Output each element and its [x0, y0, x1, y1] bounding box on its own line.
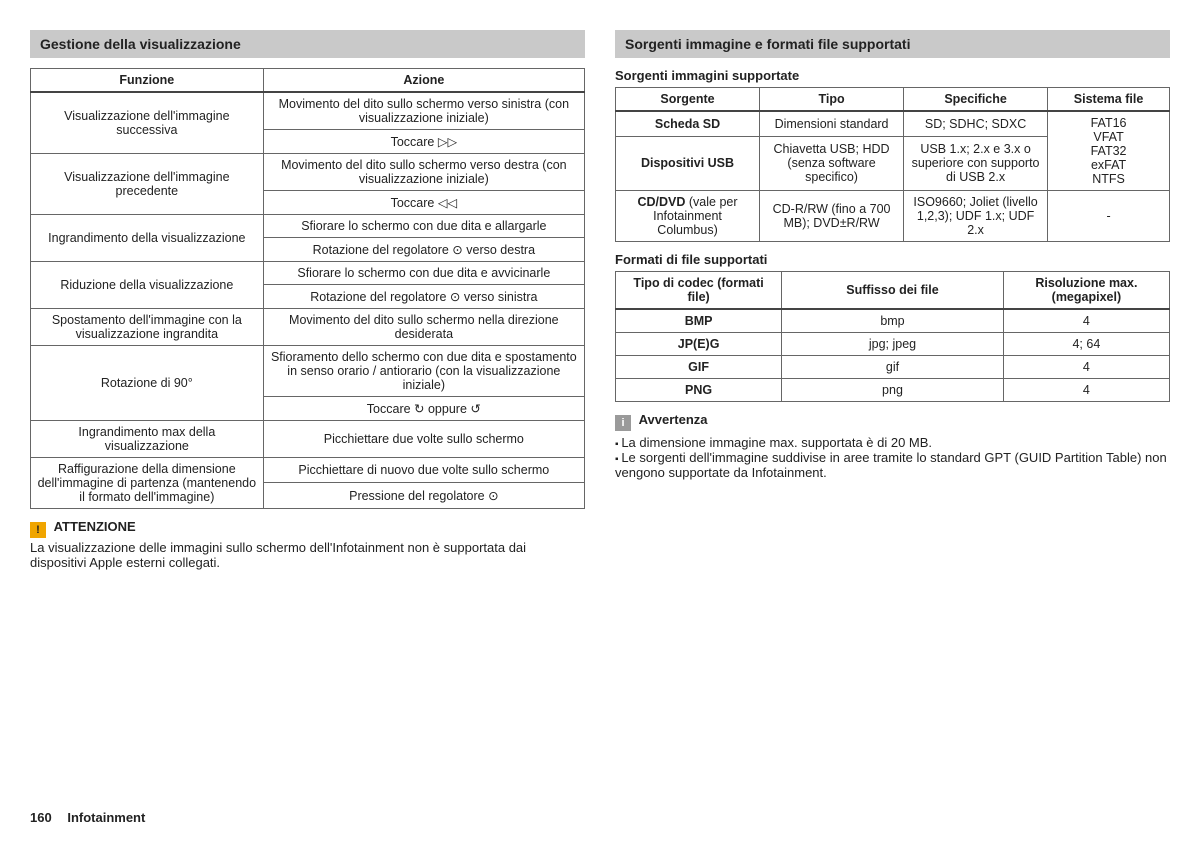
func-cell: Riduzione della visualizzazione: [31, 262, 264, 309]
suffix-cell: jpg; jpeg: [782, 333, 1004, 356]
table-row: Scheda SDDimensioni standardSD; SDHC; SD…: [616, 111, 1170, 136]
action-cell: Toccare ◁◁: [263, 191, 584, 215]
attention-title: ATTENZIONE: [54, 519, 136, 534]
col-specifiche: Specifiche: [904, 88, 1048, 112]
col-sistemafile: Sistema file: [1048, 88, 1170, 112]
table-row: BMPbmp4: [616, 309, 1170, 333]
tipo-cell: Chiavetta USB; HDD (senza software speci…: [760, 136, 904, 190]
col-suffix: Suffisso dei file: [782, 272, 1004, 310]
table-row: CD/DVD (vale per Infotainment Columbus)C…: [616, 191, 1170, 242]
col-codec: Tipo di codec (formati file): [616, 272, 782, 310]
action-cell: Sfiorare lo schermo con due dita e avvic…: [263, 262, 584, 285]
table-row: PNGpng4: [616, 379, 1170, 402]
sorgente-cell: Dispositivi USB: [616, 136, 760, 190]
codec-cell: BMP: [616, 309, 782, 333]
sorgente-cell: CD/DVD (vale per Infotainment Columbus): [616, 191, 760, 242]
table-row: Ingrandimento della visualizzazioneSfior…: [31, 215, 585, 238]
table-row: Visualizzazione dell'immagine precedente…: [31, 154, 585, 191]
formats-table: Tipo di codec (formati file) Suffisso de…: [615, 271, 1170, 402]
table-row: JP(E)Gjpg; jpeg4; 64: [616, 333, 1170, 356]
sorgente-cell: Scheda SD: [616, 111, 760, 136]
action-cell: Toccare ↻ oppure ↺: [263, 397, 584, 421]
action-cell: Sfioramento dello schermo con due dita e…: [263, 346, 584, 397]
right-column: Sorgenti immagine e formati file support…: [615, 30, 1170, 570]
formats-subheading: Formati di file supportati: [615, 252, 1170, 267]
bullet-item: Le sorgenti dell'immagine suddivise in a…: [615, 450, 1170, 480]
table-row: Rotazione di 90°Sfioramento dello scherm…: [31, 346, 585, 397]
right-section-header: Sorgenti immagine e formati file support…: [615, 30, 1170, 58]
table-row: Riduzione della visualizzazioneSfiorare …: [31, 262, 585, 285]
table-row: Visualizzazione dell'immagine successiva…: [31, 92, 585, 130]
col-tipo: Tipo: [760, 88, 904, 112]
attention-block: ! ATTENZIONE La visualizzazione delle im…: [30, 519, 585, 570]
bullet-item: La dimensione immagine max. supportata è…: [615, 435, 1170, 450]
func-cell: Visualizzazione dell'immagine precedente: [31, 154, 264, 215]
func-cell: Ingrandimento max della visualizzazione: [31, 421, 264, 458]
warning-icon: !: [30, 522, 46, 538]
codec-cell: PNG: [616, 379, 782, 402]
func-cell: Raffigurazione della dimensione dell'imm…: [31, 458, 264, 509]
col-funzione: Funzione: [31, 69, 264, 93]
res-cell: 4: [1003, 309, 1169, 333]
codec-cell: GIF: [616, 356, 782, 379]
table-row: GIFgif4: [616, 356, 1170, 379]
res-cell: 4: [1003, 356, 1169, 379]
col-sorgente: Sorgente: [616, 88, 760, 112]
spec-cell: SD; SDHC; SDXC: [904, 111, 1048, 136]
action-cell: Rotazione del regolatore ⊙ verso sinistr…: [263, 285, 584, 309]
page-footer: 160 Infotainment: [30, 810, 145, 825]
action-cell: Rotazione del regolatore ⊙ verso destra: [263, 238, 584, 262]
table-row: Ingrandimento max della visualizzazioneP…: [31, 421, 585, 458]
left-column: Gestione della visualizzazione Funzione …: [30, 30, 585, 570]
res-cell: 4: [1003, 379, 1169, 402]
sources-subheading: Sorgenti immagini supportate: [615, 68, 1170, 83]
suffix-cell: png: [782, 379, 1004, 402]
codec-cell: JP(E)G: [616, 333, 782, 356]
action-cell: Picchiettare di nuovo due volte sullo sc…: [263, 458, 584, 483]
info-title: Avvertenza: [639, 412, 708, 427]
fs-cell: FAT16VFATFAT32exFATNTFS: [1048, 111, 1170, 191]
action-cell: Sfiorare lo schermo con due dita e allar…: [263, 215, 584, 238]
action-cell: Pressione del regolatore ⊙: [263, 482, 584, 508]
table-row: Spostamento dell'immagine con la visuali…: [31, 309, 585, 346]
res-cell: 4; 64: [1003, 333, 1169, 356]
info-bullets: La dimensione immagine max. supportata è…: [615, 435, 1170, 480]
tipo-cell: Dimensioni standard: [760, 111, 904, 136]
spec-cell: USB 1.x; 2.x e 3.x o superiore con suppo…: [904, 136, 1048, 190]
table-header-row: Sorgente Tipo Specifiche Sistema file: [616, 88, 1170, 112]
page-columns: Gestione della visualizzazione Funzione …: [30, 30, 1170, 570]
action-cell: Picchiettare due volte sullo schermo: [263, 421, 584, 458]
action-cell: Movimento del dito sullo schermo verso d…: [263, 154, 584, 191]
footer-title: Infotainment: [67, 810, 145, 825]
page-number: 160: [30, 810, 52, 825]
col-res: Risoluzione max. (megapixel): [1003, 272, 1169, 310]
func-cell: Spostamento dell'immagine con la visuali…: [31, 309, 264, 346]
fs-cell: -: [1048, 191, 1170, 242]
func-cell: Visualizzazione dell'immagine successiva: [31, 92, 264, 154]
suffix-cell: bmp: [782, 309, 1004, 333]
spec-cell: ISO9660; Joliet (livello 1,2,3); UDF 1.x…: [904, 191, 1048, 242]
info-block: i Avvertenza La dimensione immagine max.…: [615, 412, 1170, 480]
info-icon: i: [615, 415, 631, 431]
gestures-table: Funzione Azione Visualizzazione dell'imm…: [30, 68, 585, 509]
action-cell: Movimento del dito sullo schermo verso s…: [263, 92, 584, 130]
tipo-cell: CD-R/RW (fino a 700 MB); DVD±R/RW: [760, 191, 904, 242]
func-cell: Ingrandimento della visualizzazione: [31, 215, 264, 262]
action-cell: Toccare ▷▷: [263, 130, 584, 154]
table-header-row: Tipo di codec (formati file) Suffisso de…: [616, 272, 1170, 310]
table-header-row: Funzione Azione: [31, 69, 585, 93]
sources-table: Sorgente Tipo Specifiche Sistema file Sc…: [615, 87, 1170, 242]
left-section-header: Gestione della visualizzazione: [30, 30, 585, 58]
table-row: Raffigurazione della dimensione dell'imm…: [31, 458, 585, 483]
suffix-cell: gif: [782, 356, 1004, 379]
action-cell: Movimento del dito sullo schermo nella d…: [263, 309, 584, 346]
col-azione: Azione: [263, 69, 584, 93]
func-cell: Rotazione di 90°: [31, 346, 264, 421]
attention-body: La visualizzazione delle immagini sullo …: [30, 540, 585, 570]
